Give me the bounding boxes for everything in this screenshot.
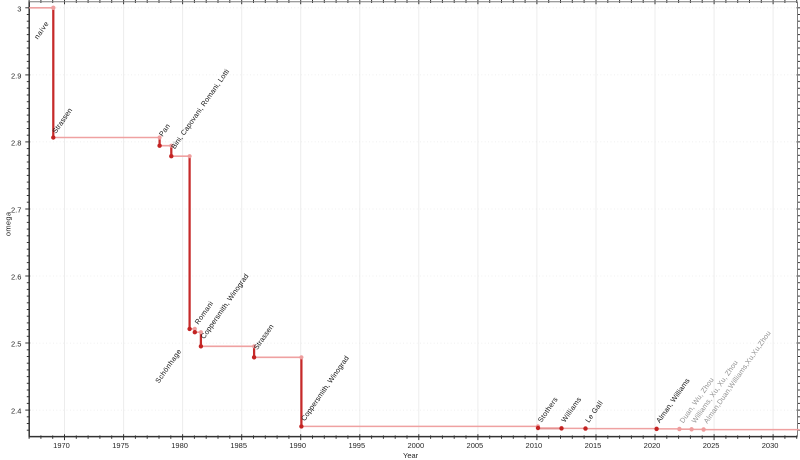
svg-text:1990: 1990 [289,441,306,450]
svg-text:2005: 2005 [467,441,484,450]
svg-text:1995: 1995 [348,441,365,450]
svg-text:2020: 2020 [644,441,661,450]
svg-text:3: 3 [17,4,21,13]
svg-text:2015: 2015 [585,441,602,450]
svg-text:1980: 1980 [171,441,188,450]
svg-text:2.5: 2.5 [11,340,21,349]
svg-text:2000: 2000 [407,441,424,450]
svg-text:1970: 1970 [53,441,70,450]
svg-text:1985: 1985 [230,441,247,450]
svg-text:2025: 2025 [703,441,720,450]
svg-text:2010: 2010 [526,441,543,450]
svg-text:2.4: 2.4 [11,407,21,416]
svg-text:Year: Year [403,451,419,460]
svg-text:1975: 1975 [112,441,129,450]
svg-text:2.6: 2.6 [11,273,21,282]
svg-text:2.7: 2.7 [11,206,21,215]
svg-text:2030: 2030 [762,441,779,450]
svg-text:omega: omega [3,211,12,236]
svg-text:2.8: 2.8 [11,138,21,147]
svg-text:2.9: 2.9 [11,71,21,80]
